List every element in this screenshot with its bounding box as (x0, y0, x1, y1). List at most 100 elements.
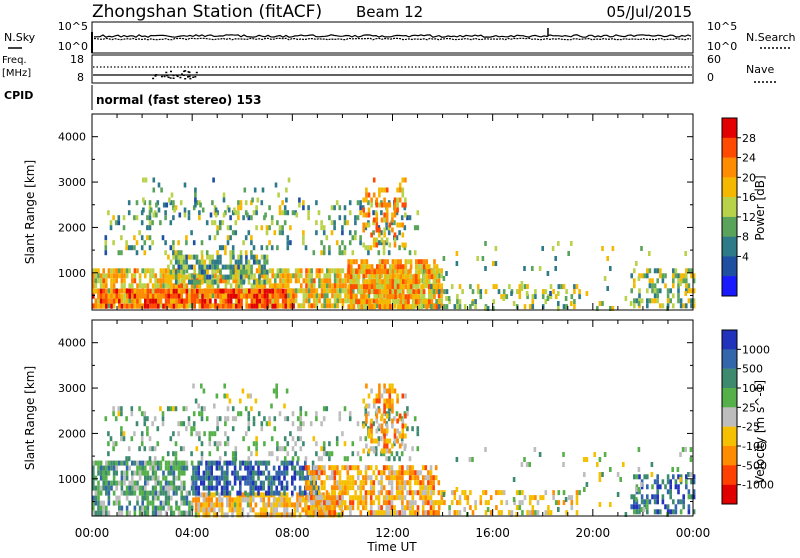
heatmap-cell (149, 278, 152, 284)
heatmap-cell (377, 426, 381, 432)
heatmap-cell (380, 510, 383, 516)
heatmap-cell (252, 497, 255, 503)
heatmap-cell (393, 207, 397, 213)
freq-dip-dot (167, 76, 170, 78)
heatmap-cell (146, 495, 150, 501)
heatmap-cell (287, 268, 290, 274)
heatmap-cell (341, 431, 344, 437)
heatmap-cell (323, 485, 326, 491)
heatmap-cell (396, 393, 399, 399)
heatmap-cell (194, 192, 197, 198)
heatmap-cell (286, 451, 290, 457)
heatmap-cell (570, 495, 574, 501)
heatmap-cell (201, 298, 204, 304)
heatmap-cell (685, 303, 688, 309)
heatmap-cell (229, 215, 232, 221)
heatmap-cell (214, 207, 218, 213)
heatmap-cell (430, 274, 434, 280)
heatmap-cell (274, 288, 277, 294)
heatmap-cell (386, 279, 389, 285)
heatmap-cell (159, 500, 163, 506)
heatmap-cell (311, 460, 315, 466)
heatmap-cell (159, 298, 163, 304)
heatmap-cell (471, 289, 475, 295)
heatmap-cell (687, 298, 691, 304)
heatmap-cell (364, 436, 368, 442)
heatmap-cell (317, 510, 321, 516)
heatmap-cell (202, 512, 206, 518)
heatmap-cell (666, 303, 670, 309)
heatmap-cell (234, 456, 238, 462)
heatmap-cell (390, 480, 394, 486)
heatmap-cell (187, 416, 191, 422)
heatmap-cell (406, 500, 409, 506)
heatmap-cell (383, 418, 386, 424)
heatmap-cell (310, 293, 313, 299)
heatmap-cell (320, 293, 324, 299)
heatmap-cell (304, 485, 308, 491)
heatmap-cell (239, 269, 243, 275)
heatmap-cell (320, 220, 323, 226)
heatmap-cell (110, 485, 113, 491)
heatmap-cell (383, 433, 386, 439)
heatmap-cell (207, 485, 211, 491)
heatmap-cell (557, 507, 560, 512)
heatmap-cell (206, 279, 209, 285)
freq-dip-dot (161, 75, 163, 78)
heatmap-cell (233, 480, 237, 486)
cpid-value: normal (fast stereo) 153 (96, 93, 262, 107)
heatmap-cell (362, 448, 365, 454)
heatmap-cell (616, 472, 620, 477)
heatmap-cell (354, 465, 357, 471)
heatmap-cell (105, 283, 108, 289)
heatmap-cell (146, 303, 150, 309)
heatmap-cell (518, 490, 522, 496)
heatmap-cell (531, 299, 535, 305)
heatmap-cell (414, 510, 417, 516)
heatmap-cell (378, 383, 381, 389)
heatmap-cell (685, 479, 688, 485)
heatmap-cell (112, 475, 116, 481)
heatmap-cell (250, 406, 253, 412)
heatmap-cell (430, 510, 433, 516)
heatmap-cell (328, 288, 332, 294)
heatmap-cell (415, 289, 418, 295)
heatmap-cell (315, 475, 318, 481)
heatmap-cell (656, 494, 659, 500)
heatmap-cell (378, 289, 382, 295)
heatmap-cell (169, 279, 173, 285)
heatmap-cell (218, 475, 221, 481)
heatmap-cell (192, 421, 196, 427)
heatmap-cell (263, 416, 266, 422)
heatmap-cell (390, 495, 394, 501)
heatmap-cell (411, 490, 415, 496)
heatmap-cell (151, 495, 155, 501)
heatmap-cell (310, 495, 313, 501)
heatmap-cell (383, 217, 386, 223)
heatmap-cell (261, 283, 264, 289)
heatmap-cell (479, 289, 483, 295)
heatmap-cell (328, 465, 331, 471)
heatmap-cell (107, 490, 111, 496)
heatmap-cell (136, 480, 139, 486)
heatmap-cell (125, 505, 129, 511)
heatmap-cell (531, 266, 534, 271)
heatmap-cell (372, 242, 376, 248)
heatmap-cell (255, 278, 259, 284)
heatmap-cell (265, 254, 269, 260)
heatmap-cell (292, 273, 295, 279)
heatmap-cell (531, 495, 535, 501)
heatmap-cell (656, 288, 659, 294)
heatmap-cell (180, 278, 183, 284)
colorbar-label: 4 (742, 250, 749, 263)
heatmap-cell (355, 299, 358, 305)
heatmap-cell (265, 279, 269, 285)
heatmap-cell (350, 269, 353, 275)
heatmap-cell (424, 510, 428, 516)
heatmap-cell (92, 470, 95, 476)
heatmap-cell (283, 475, 286, 481)
heatmap-cell (172, 264, 175, 270)
heatmap-cell (140, 245, 144, 251)
heatmap-cell (190, 273, 194, 279)
heatmap-cell (265, 475, 268, 481)
